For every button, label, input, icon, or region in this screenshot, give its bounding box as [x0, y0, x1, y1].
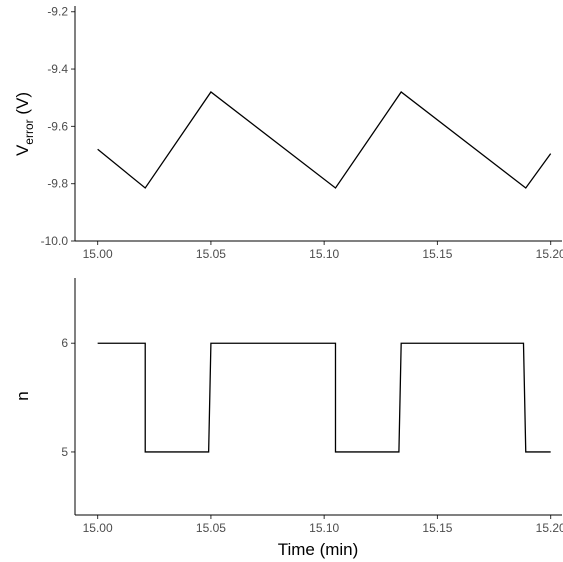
n-y-tick-label: 5	[61, 445, 68, 459]
verror-series-line	[97, 91, 552, 189]
n-ticks: 15.00 15.05 15.10 15.15 15.20 5 6	[61, 336, 563, 535]
verror-y-axis-title-main: V	[13, 144, 32, 156]
verror-y-tick-label: -9.4	[47, 62, 68, 76]
n-x-tick-label: 15.15	[422, 521, 452, 535]
n-y-tick-label: 6	[61, 336, 68, 350]
n-y-axis-title: n	[13, 391, 32, 400]
verror-y-tick-label: -9.8	[47, 177, 68, 191]
verror-y-tick-label: -10.0	[41, 234, 69, 248]
verror-y-axis-title-unit: (V)	[13, 92, 32, 119]
x-axis-title: Time (min)	[278, 540, 359, 559]
verror-x-tick-label: 15.15	[422, 247, 452, 261]
verror-x-tick-label: 15.00	[83, 247, 113, 261]
verror-y-tick-label: -9.6	[47, 119, 68, 133]
verror-y-tick-label: -9.2	[47, 5, 68, 19]
verror-ticks: 15.00 15.05 15.10 15.15 15.20 -10.0 -9.8 -9.6 -9…	[41, 5, 563, 261]
verror-y-axis-title: Verror (V)	[13, 92, 36, 156]
n-x-tick-label: 15.10	[309, 521, 339, 535]
verror-x-tick-label: 15.10	[309, 247, 339, 261]
verror-y-axis-title-subscript: error	[22, 119, 36, 144]
n-x-tick-label: 15.20	[536, 521, 563, 535]
n-x-tick-label: 15.00	[83, 521, 113, 535]
n-series-line	[97, 342, 551, 453]
verror-x-tick-label: 15.05	[196, 247, 226, 261]
verror-x-tick-label: 15.20	[536, 247, 563, 261]
panel-verror: 15.00 15.05 15.10 15.15 15.20 -10.0 -9.8 -9.6 -9…	[13, 5, 563, 261]
panel-n: 15.00 15.05 15.10 15.15 15.20 5 6 n Time (min)	[13, 278, 563, 559]
n-x-tick-label: 15.05	[196, 521, 226, 535]
